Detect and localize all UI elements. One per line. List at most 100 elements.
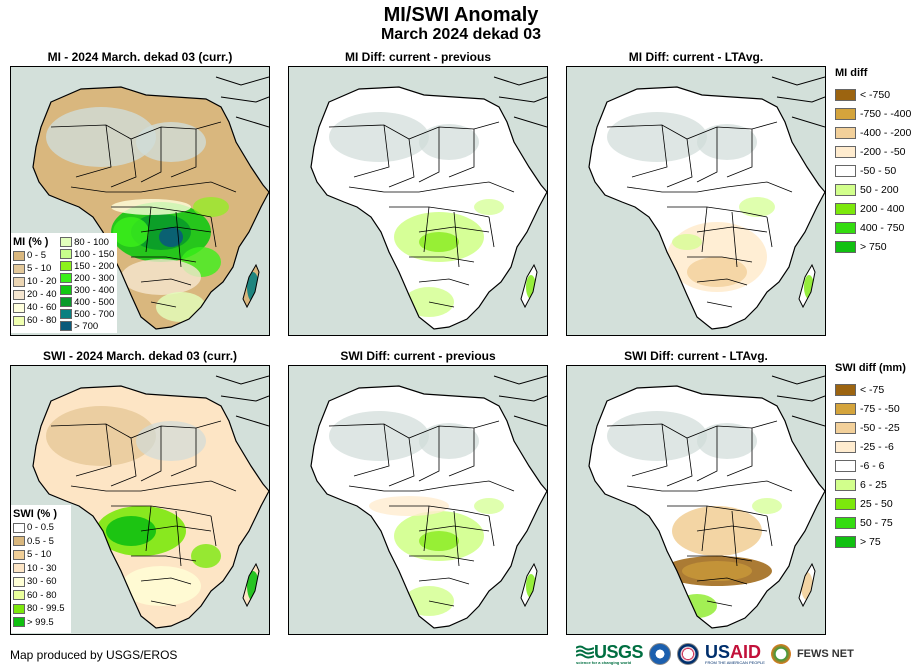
legend-swatch xyxy=(13,536,25,547)
country-border xyxy=(631,124,668,178)
legend-label: < -750 xyxy=(860,88,891,101)
legend-swatch xyxy=(835,107,856,120)
legend-swatch xyxy=(835,516,856,529)
country-border xyxy=(140,127,162,183)
country-border xyxy=(389,505,490,517)
usgs-wave-icon xyxy=(576,645,594,659)
legend-item: > 99.5 xyxy=(13,616,71,630)
country-border xyxy=(428,301,455,308)
country-border xyxy=(409,555,475,562)
country-border xyxy=(706,301,733,308)
country-border xyxy=(131,555,197,562)
legend-item: 30 - 60 xyxy=(13,575,71,589)
legend-item: > 75 xyxy=(835,532,906,551)
legend-item: 200 - 400 xyxy=(835,199,911,218)
country-border xyxy=(75,124,112,178)
legend-label: 0 - 5 xyxy=(27,250,47,261)
legend-label: > 750 xyxy=(860,240,887,253)
country-border xyxy=(423,505,430,552)
madagascar-coastline xyxy=(242,562,260,608)
country-border xyxy=(50,121,222,140)
country-border xyxy=(389,206,490,218)
country-border xyxy=(696,577,748,585)
legend-item: 400 - 750 xyxy=(835,218,911,237)
map-raster-layer xyxy=(589,87,825,329)
country-border xyxy=(110,437,137,487)
legend-swatch xyxy=(13,576,25,587)
legend-swatch xyxy=(60,237,73,247)
legend-swatch xyxy=(835,402,856,415)
map-panel-mi-current xyxy=(10,66,270,336)
country-border xyxy=(418,226,490,233)
country-border xyxy=(706,600,733,607)
legend-swatch xyxy=(835,164,856,177)
legend-swatch xyxy=(13,522,25,533)
legend-swatch xyxy=(835,202,856,215)
legend-item: 6 - 25 xyxy=(835,475,906,494)
country-border xyxy=(701,505,708,552)
country-border xyxy=(388,138,415,188)
legend-swatch xyxy=(835,459,856,472)
fews-net-logo: FEWS NET xyxy=(796,648,854,660)
panel-title-swi-current: SWI - 2024 March. dekad 03 (curr.) xyxy=(42,349,238,363)
country-border xyxy=(667,505,768,517)
map-panel-swi-diff-previous xyxy=(288,365,548,635)
country-border xyxy=(418,577,470,585)
legend-item: -400 - -200 xyxy=(835,123,911,142)
country-border xyxy=(418,426,440,482)
legend-label: 50 - 200 xyxy=(860,183,899,196)
partner-logos: USGS science for a changing world USAID … xyxy=(576,640,854,668)
country-border xyxy=(170,428,197,477)
usgs-logo: USGS science for a changing world xyxy=(576,642,644,665)
legend-swatch xyxy=(835,88,856,101)
legend-label: 400 - 500 xyxy=(74,296,115,308)
country-border xyxy=(111,206,212,218)
legend-item: -750 - -400 xyxy=(835,104,911,123)
legend-mi-diff-title: MI diff xyxy=(835,67,868,79)
legend-item: -50 - 50 xyxy=(835,161,911,180)
usaid-seal-icon xyxy=(677,643,700,665)
legend-swatch xyxy=(60,297,73,307)
legend-swatch xyxy=(60,309,73,319)
legend-item: 300 - 400 xyxy=(60,284,117,296)
country-border xyxy=(418,525,490,532)
country-border xyxy=(488,515,495,547)
country-border xyxy=(328,121,500,140)
legend-item: -50 - -25 xyxy=(835,418,906,437)
legend-item: 80 - 99.5 xyxy=(13,602,71,616)
legend-swatch xyxy=(13,603,25,614)
country-border xyxy=(453,211,460,268)
country-border xyxy=(687,256,753,263)
legend-item: 100 - 150 xyxy=(60,248,117,260)
legend-label: > 75 xyxy=(860,535,881,548)
country-border xyxy=(170,129,197,178)
madagascar-coastline xyxy=(520,263,538,309)
country-border xyxy=(140,525,212,532)
legend-item: -75 - -50 xyxy=(835,399,906,418)
map-title: MI/SWI Anomaly xyxy=(383,4,539,26)
legend-label: 20 - 40 xyxy=(27,289,57,300)
country-border xyxy=(70,480,237,492)
map-subtitle: March 2024 dekad 03 xyxy=(380,26,542,43)
country-border xyxy=(175,211,182,268)
legend-label: 60 - 80 xyxy=(27,315,57,326)
map-border-lines xyxy=(215,375,269,427)
country-border xyxy=(388,437,415,487)
legend-swatch xyxy=(13,276,25,287)
legend-swatch xyxy=(13,250,25,261)
legend-swatch xyxy=(835,497,856,510)
legend-label: 200 - 300 xyxy=(74,272,115,284)
legend-swi-percent: SWI (% ) 0 - 0.5 0.5 - 5 5 - 10 10 - 30 30 -… xyxy=(11,505,71,633)
legend-item: 50 - 200 xyxy=(835,180,911,199)
country-border xyxy=(418,278,470,286)
map-border-lines xyxy=(771,76,825,128)
country-border xyxy=(140,226,212,233)
legend-item: 0 - 5 xyxy=(13,249,60,262)
country-border xyxy=(726,129,753,178)
noaa-logo xyxy=(649,643,672,665)
legend-mi-diff: MI diff < -750 -750 - -400 -400 - -200 -200… xyxy=(835,67,911,256)
legend-mi-percent: MI (% ) 0 - 5 5 - 10 10 - 20 20 - 40 40 - 60… xyxy=(11,233,117,333)
legend-label: 150 - 200 xyxy=(74,260,115,272)
legend-item: 20 - 40 xyxy=(13,288,60,301)
legend-swi-diff: SWI diff (mm) < -75 -75 - -50 -50 - -25 -25… xyxy=(835,362,906,551)
